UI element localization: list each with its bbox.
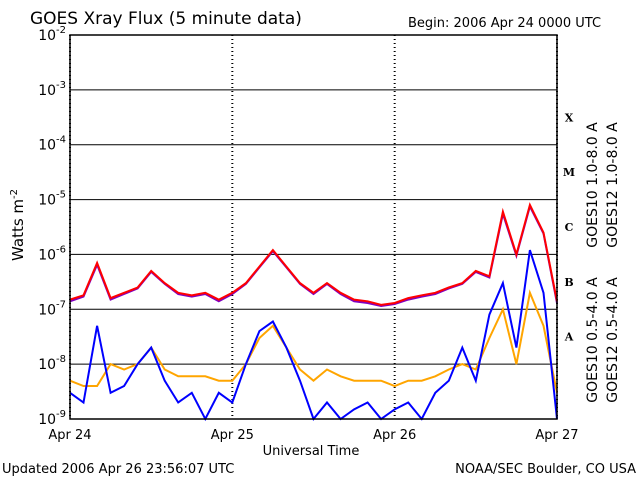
series-line: [69, 203, 558, 308]
y-tick-exponent: -5: [56, 190, 66, 201]
y-tick-label: 10-7: [38, 299, 66, 318]
y-tick-label: 10-2: [38, 25, 66, 44]
x-tick-label: Apr 24: [48, 428, 91, 443]
begin-label: Begin: 2006 Apr 24 0000 UTC: [408, 16, 601, 31]
y-axis-label-text: Watts m: [9, 199, 27, 261]
legend-entry: GOES12 0.5-4.0 A: [605, 277, 621, 403]
y-tick-exponent: -3: [56, 80, 66, 91]
x-tick-label: Apr 27: [535, 428, 578, 443]
x-tick-label: Apr 25: [211, 428, 254, 443]
flare-class-label: C: [565, 221, 574, 234]
y-tick-base: 10: [38, 138, 56, 154]
y-tick-label: 10-5: [38, 190, 66, 209]
y-tick-base: 10: [38, 247, 56, 263]
flare-class-label: B: [564, 276, 573, 289]
y-axis-label: Watts m-2: [9, 189, 27, 261]
x-tick-label: Apr 26: [373, 428, 416, 443]
footer-left: Updated 2006 Apr 26 23:56:07 UTC: [2, 462, 234, 477]
chart-title: GOES Xray Flux (5 minute data): [30, 9, 302, 29]
y-tick-exponent: -6: [56, 244, 66, 255]
plot-frame: [69, 34, 558, 420]
y-tick-base: 10: [38, 302, 56, 318]
y-tick-label: 10-8: [38, 354, 66, 373]
flare-class-label: X: [565, 111, 574, 124]
y-tick-exponent: -9: [56, 409, 66, 420]
y-axis-label-exponent: -2: [9, 189, 20, 199]
footer-right: NOAA/SEC Boulder, CO USA: [455, 462, 636, 477]
y-tick-base: 10: [38, 83, 56, 99]
y-tick-label: 10-4: [38, 135, 66, 154]
flare-class-label: M: [563, 166, 575, 179]
y-tick-base: 10: [38, 193, 56, 209]
y-tick-base: 10: [38, 28, 56, 44]
y-tick-base: 10: [38, 412, 56, 428]
y-tick-exponent: -8: [56, 354, 66, 365]
y-tick-label: 10-6: [38, 244, 66, 263]
x-axis-label: Universal Time: [263, 444, 360, 459]
y-tick-label: 10-9: [38, 409, 66, 428]
legend-entry: GOES10 1.0-8.0 A: [585, 122, 601, 248]
y-tick-exponent: -4: [56, 135, 66, 146]
flare-class-label: A: [564, 331, 574, 344]
legend-entry: GOES12 1.0-8.0 A: [605, 122, 621, 248]
y-tick-exponent: -2: [56, 25, 66, 36]
series-line: [69, 202, 558, 306]
y-tick-label: 10-3: [38, 80, 66, 99]
y-tick-base: 10: [38, 357, 56, 373]
y-tick-exponent: -7: [56, 299, 66, 310]
legend-entry: GOES10 0.5-4.0 A: [585, 277, 601, 403]
